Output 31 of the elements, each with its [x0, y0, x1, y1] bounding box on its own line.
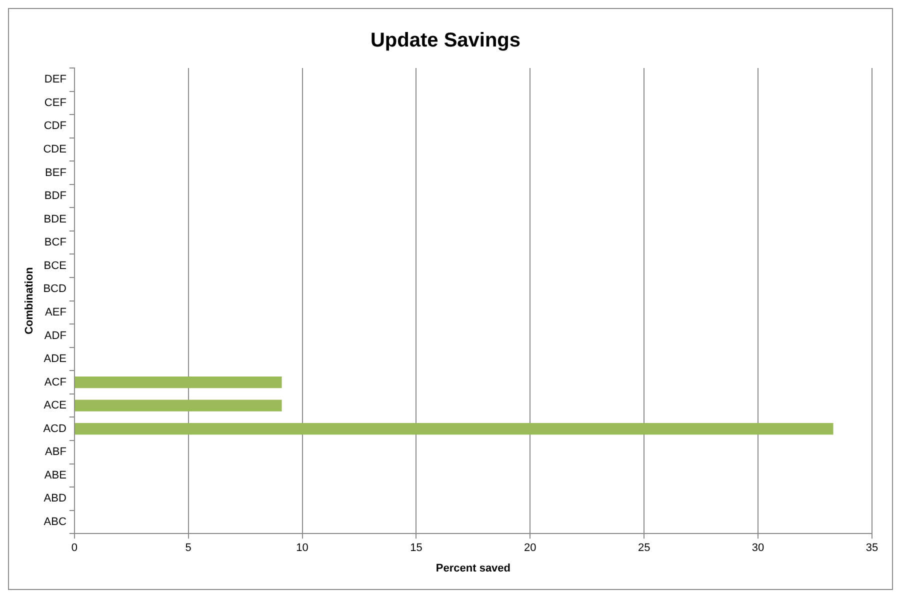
y-axis-title: Combination	[24, 266, 36, 334]
x-tick-label: 35	[866, 542, 878, 554]
y-tick-label: ADF	[44, 330, 67, 342]
x-tick-label: 0	[71, 542, 78, 554]
y-tick-label: BCD	[43, 283, 66, 296]
y-tick-label: CDE	[43, 144, 66, 156]
y-tick-label: BCE	[44, 260, 66, 272]
y-tick-label: DEF	[44, 74, 67, 86]
y-tick-label: BCF	[44, 236, 67, 249]
y-tick-label: AEF	[45, 306, 67, 318]
y-tick-label: ABF	[45, 446, 67, 458]
y-tick-label: ABE	[44, 469, 66, 482]
x-tick-label: 5	[185, 542, 192, 554]
x-axis-title: Percent saved	[436, 562, 511, 574]
y-tick-label: ADE	[44, 353, 66, 366]
x-tick-label: 30	[752, 542, 764, 554]
y-tick-label: ACD	[43, 422, 66, 435]
y-tick-label: CDF	[44, 120, 67, 132]
y-tick-label: ABD	[44, 492, 66, 505]
x-tick-label: 20	[524, 542, 536, 554]
x-tick-label: 25	[638, 542, 650, 554]
y-tick-label: BDE	[44, 213, 66, 226]
y-tick-label: BEF	[45, 166, 67, 179]
y-tick-label: CEF	[44, 96, 67, 109]
chart-title: Update Savings	[370, 30, 521, 52]
y-tick-label: ACF	[44, 376, 67, 388]
y-tick-label: ACE	[44, 400, 66, 412]
y-tick-label: ABC	[44, 516, 66, 528]
y-tick-label: BDF	[44, 190, 67, 202]
x-tick-label: 15	[410, 542, 422, 554]
x-tick-label: 10	[296, 542, 308, 554]
